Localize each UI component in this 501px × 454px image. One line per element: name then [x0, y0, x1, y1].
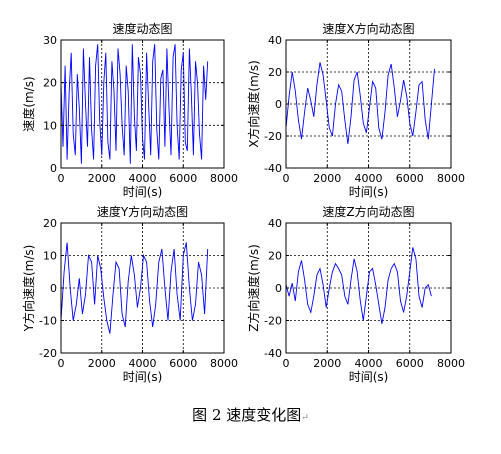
- x-tick-label: 4000: [355, 357, 383, 370]
- y-tick-label: 20: [268, 66, 282, 79]
- x-tick-label: 6000: [169, 172, 197, 185]
- y-axis-label: 速度(m/s): [21, 76, 36, 131]
- caption-text: 图 2 速度变化图: [192, 406, 302, 424]
- y-axis-label: X方向速度(m/s): [246, 60, 261, 148]
- x-tick-label: 8000: [437, 357, 465, 370]
- y-tick-label: 10: [43, 250, 57, 263]
- y-tick-label: 20: [268, 250, 282, 263]
- series-line: [285, 247, 432, 324]
- y-tick-label: 0: [50, 162, 57, 175]
- y-tick-label: -20: [39, 347, 57, 360]
- chart-panel-3: 0 2000 4000 6000 8000 -20 -10 0 10 20 速度Y方向动态图时间(s…: [21, 204, 238, 384]
- y-tick-label: -20: [264, 315, 282, 328]
- y-tick-label: -40: [264, 162, 282, 175]
- x-axis-label: 时间(s): [123, 370, 163, 384]
- y-tick-label: 40: [268, 217, 282, 230]
- x-tick-label: 8000: [437, 172, 465, 185]
- x-tick-label: 2000: [313, 357, 341, 370]
- chart-title: 速度X方向动态图: [322, 21, 414, 36]
- x-tick-label: 2000: [88, 172, 116, 185]
- y-tick-label: -10: [39, 315, 57, 328]
- y-tick-label: 20: [43, 217, 57, 230]
- series-line: [60, 44, 209, 164]
- x-tick-label: 2000: [313, 172, 341, 185]
- series-line: [285, 62, 435, 145]
- x-tick-label: 6000: [396, 357, 424, 370]
- x-tick-label: 8000: [210, 357, 238, 370]
- x-tick-label: 2000: [88, 357, 116, 370]
- chart-panel-4: 0 2000 4000 6000 8000 -40 -20 0 20 40 速度Z方向动态图时间(s…: [246, 204, 465, 384]
- x-tick-label: 0: [58, 172, 65, 185]
- y-tick-label: -40: [264, 347, 282, 360]
- x-axis-label: 时间(s): [349, 370, 389, 384]
- y-tick-label: 0: [275, 98, 282, 111]
- x-tick-label: 4000: [355, 172, 383, 185]
- x-tick-label: 6000: [169, 357, 197, 370]
- y-tick-label: 20: [43, 77, 57, 90]
- x-tick-label: 6000: [396, 172, 424, 185]
- chart-panel-2: 0 2000 4000 6000 8000 -40 -20 0 20 40 速度X方向动态图时间(s…: [246, 21, 465, 199]
- figure-caption: 图 2 速度变化图↵: [0, 404, 501, 425]
- x-tick-label: 4000: [129, 172, 157, 185]
- chart-title: 速度动态图: [112, 21, 172, 36]
- chart-title: 速度Z方向动态图: [322, 204, 414, 219]
- x-tick-label: 4000: [129, 357, 157, 370]
- y-tick-label: 10: [43, 119, 57, 132]
- x-tick-label: 8000: [210, 172, 238, 185]
- x-tick-label: 0: [283, 172, 290, 185]
- return-mark: ↵: [301, 413, 309, 423]
- x-tick-label: 0: [58, 357, 65, 370]
- x-axis-label: 时间(s): [349, 185, 389, 199]
- y-tick-label: -20: [264, 130, 282, 143]
- x-tick-label: 0: [283, 357, 290, 370]
- y-tick-label: 0: [50, 282, 57, 295]
- x-axis-label: 时间(s): [123, 185, 163, 199]
- series-line: [60, 242, 209, 334]
- chart-title: 速度Y方向动态图: [97, 204, 188, 219]
- y-tick-label: 30: [43, 34, 57, 47]
- y-tick-label: 0: [275, 282, 282, 295]
- y-tick-label: 40: [268, 34, 282, 47]
- y-axis-label: Z方向速度(m/s): [246, 244, 261, 332]
- y-axis-label: Y方向速度(m/s): [21, 245, 36, 333]
